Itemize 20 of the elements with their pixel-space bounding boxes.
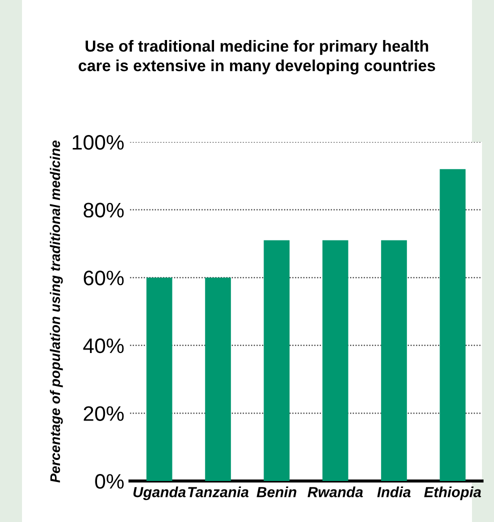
x-tick-label: Rwanda [308,486,363,498]
x-tick-label: Benin [256,486,296,498]
y-tick-label: 60% [84,270,124,286]
bar [146,278,172,481]
bar [381,240,407,481]
bar [264,240,290,481]
bar [322,240,348,481]
bar [440,169,466,481]
y-tick-label: 100% [72,135,124,150]
y-tick-label: 20% [84,406,124,421]
x-tick-label: Uganda [133,486,186,500]
y-tick-label: 0% [95,474,124,489]
chart-title: Use of traditional medicine for primary health care is extensive in many developing countries [78,40,436,74]
x-tick-label: India [377,486,411,498]
bar [205,278,231,481]
x-tick-label: Tanzania [188,486,248,498]
y-tick-label: 80% [84,202,124,218]
x-tick-label: Ethiopia [424,486,482,500]
y-axis-title: Percentage of population using traditional medicine [50,140,63,483]
y-tick-label: 40% [83,338,124,354]
